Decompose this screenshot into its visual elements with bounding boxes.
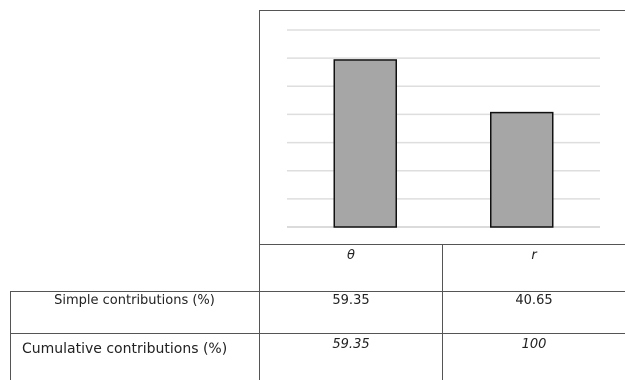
row2-top-border: [10, 333, 625, 334]
row-label-simple: Simple contributions (%): [54, 293, 215, 308]
row1-left-border: [10, 291, 11, 380]
header-theta: θ: [347, 248, 355, 263]
row-label-cumulative: Cumulative contributions (%): [22, 341, 228, 357]
simple-theta-value: 59.35: [332, 293, 370, 308]
chart-bars: [333, 59, 554, 228]
cumulative-theta-value: 59.35: [332, 337, 370, 352]
chart-frame-left: [259, 10, 260, 380]
row1-top-border: [10, 291, 625, 292]
bar-theta: [333, 59, 397, 228]
column-divider: [442, 244, 443, 380]
simple-r-value: 40.65: [515, 293, 553, 308]
chart-frame-top: [259, 10, 625, 11]
header-r: r: [531, 248, 537, 263]
bar-r: [490, 111, 554, 228]
bar-chart: [287, 29, 600, 228]
cumulative-r-value: 100: [521, 337, 547, 352]
